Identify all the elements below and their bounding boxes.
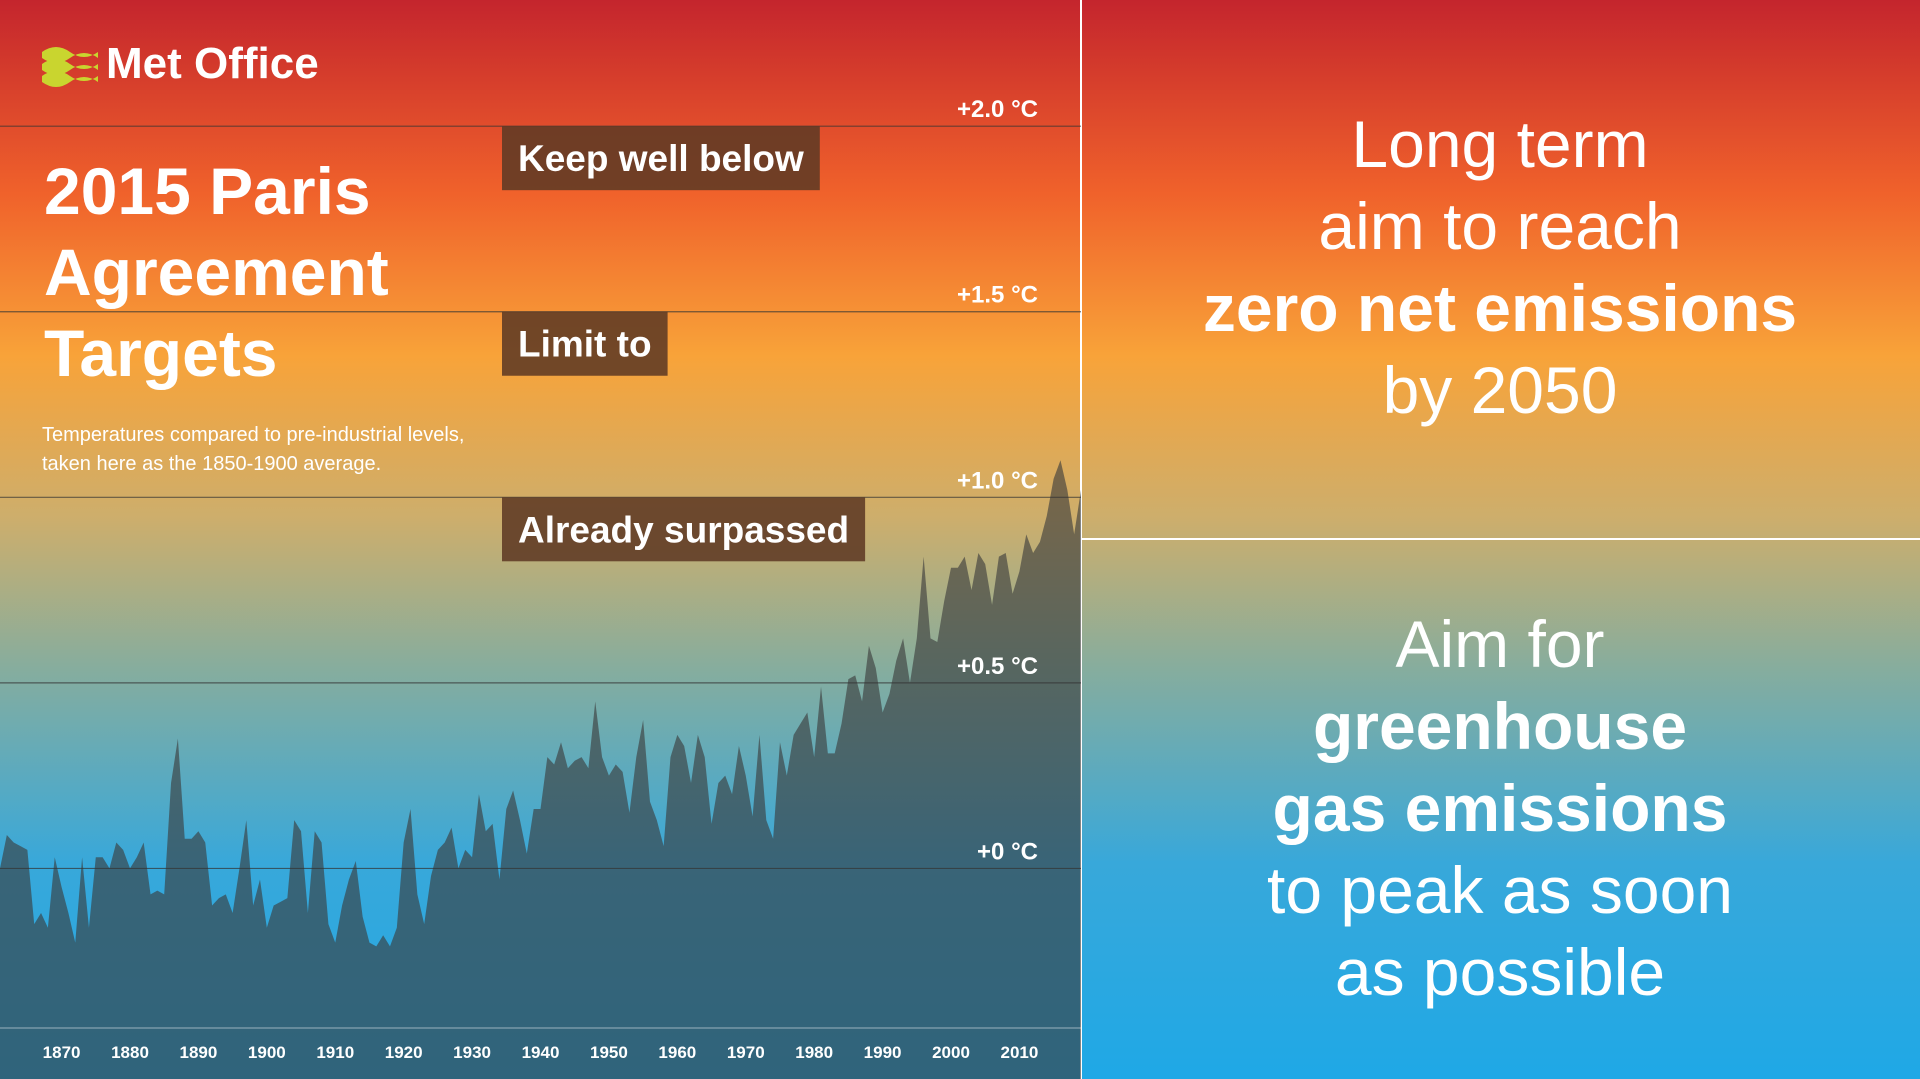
annotation-text: Keep well below [518,138,804,179]
annotation-text: Already surpassed [518,509,849,550]
x-tick-label: 1930 [453,1043,491,1062]
y-tick-label: +1.5 °C [957,282,1038,309]
y-tick-label: +2.0 °C [957,96,1038,123]
annotation-box [502,497,866,562]
annotation-text: Limit to [518,324,652,365]
y-tick-label: +0 °C [977,838,1038,865]
x-tick-label: 1890 [179,1043,217,1062]
x-tick-label: 2000 [932,1043,970,1062]
panel-line: by 2050 [1383,353,1618,427]
x-tick-label: 1920 [385,1043,423,1062]
logo-mark [42,47,98,87]
logo-text: Met Office [106,39,319,88]
panel-line: as possible [1335,935,1665,1009]
y-tick-label: +1.0 °C [957,467,1038,494]
x-tick-label: 2010 [1001,1043,1039,1062]
title-line: Targets [44,316,278,390]
x-tick-label: 1880 [111,1043,149,1062]
annotation-box [502,126,820,191]
panel-line: aim to reach [1318,189,1681,263]
panel-line: zero net emissions [1203,271,1797,345]
x-tick-label: 1990 [864,1043,902,1062]
x-tick-label: 1900 [248,1043,286,1062]
annotation-box [502,311,668,376]
panel-line: Aim for [1395,607,1604,681]
x-tick-label: 1970 [727,1043,765,1062]
y-tick-label: +0.5 °C [957,653,1038,680]
x-tick-label: 1910 [316,1043,354,1062]
panel-line: Long term [1351,107,1648,181]
x-tick-label: 1960 [658,1043,696,1062]
subtitle-line: Temperatures compared to pre-industrial … [42,424,464,446]
subtitle-line: taken here as the 1850-1900 average. [42,453,381,475]
x-tick-label: 1940 [522,1043,560,1062]
panel-line: greenhouse [1313,689,1687,763]
x-tick-label: 1980 [795,1043,833,1062]
x-tick-label: 1950 [590,1043,628,1062]
logo: Met Office [42,39,319,88]
chart: 1870 1880 1890 1900 1910 1920 1930 1940 1950 1960… [0,96,1081,1079]
temperature-area [0,460,1081,1079]
panel-line: to peak as soon [1267,853,1733,927]
title-line: Agreement [44,235,389,309]
title-line: 2015 Paris [44,154,371,228]
x-tick-label: 1870 [43,1043,81,1062]
right-panel: Long term aim to reach zero net emissions b… [1203,107,1797,1009]
panel-line: gas emissions [1273,771,1728,845]
